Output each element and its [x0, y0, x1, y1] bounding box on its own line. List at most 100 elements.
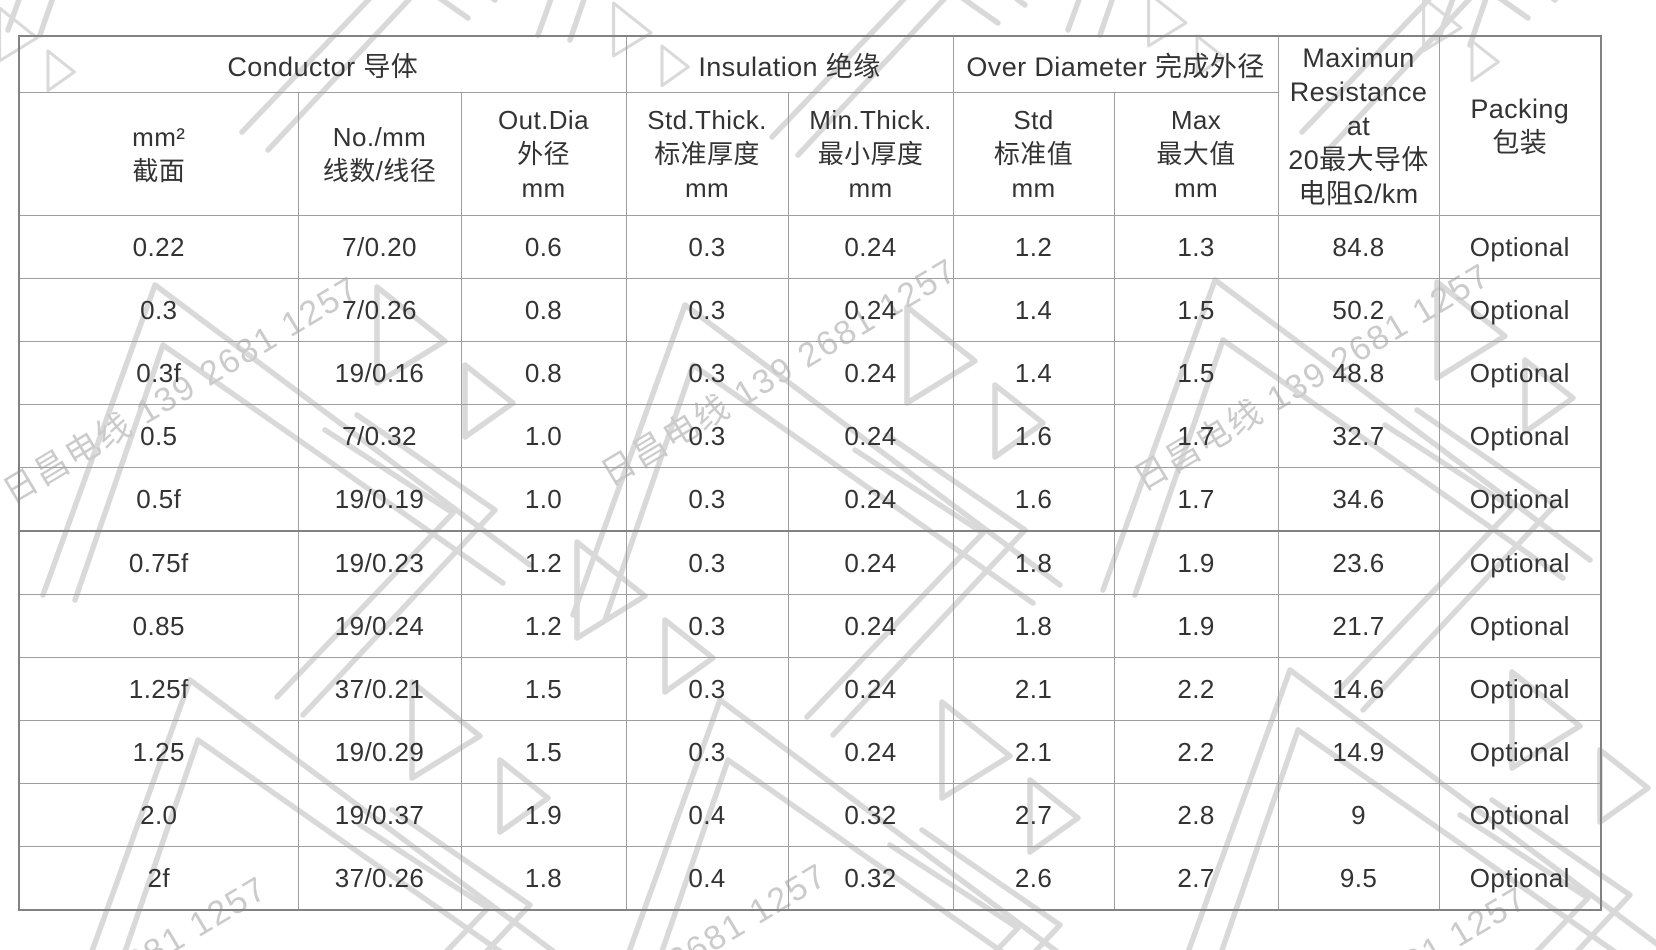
cell-overall-dia-std: 1.2: [952, 215, 1115, 279]
table-row: 2f 37/0.26 1.8 0.4 0.32 2.6 2.7 9.5 Optional: [18, 846, 1602, 911]
cell-overall-dia-std: 2.7: [952, 783, 1115, 847]
cell-insulation-std-thick: 0.3: [625, 278, 789, 342]
cell-overall-dia-std: 2.1: [952, 657, 1115, 721]
table-row: 0.3 7/0.26 0.8 0.3 0.24 1.4 1.5 50.2 Optional: [18, 278, 1602, 342]
cell-conductor-out-dia: 1.9: [460, 783, 627, 847]
cell-overall-dia-max: 1.5: [1113, 341, 1279, 405]
cell-packing: Optional: [1438, 783, 1602, 847]
cell-overall-dia-std: 1.8: [952, 530, 1115, 595]
cell-strands-per-diameter: 19/0.29: [297, 720, 462, 784]
cell-conductor-out-dia: 0.8: [460, 278, 627, 342]
cell-overall-dia-std: 2.6: [952, 846, 1115, 911]
cell-mm2-section: 2f: [18, 846, 299, 911]
cell-max-resistance: 14.6: [1277, 657, 1440, 721]
header-max-resistance: Maximun Resistance at 20最大导体 电阻Ω/km: [1277, 35, 1440, 216]
cell-insulation-min-thick: 0.32: [787, 783, 954, 847]
header-strands-per-diameter: No./mm 线数/线径: [297, 92, 462, 216]
header-packing: Packing 包装: [1438, 35, 1602, 216]
cell-strands-per-diameter: 37/0.21: [297, 657, 462, 721]
cell-max-resistance: 9.5: [1277, 846, 1440, 911]
cell-mm2-section: 0.3: [18, 278, 299, 342]
cell-packing: Optional: [1438, 341, 1602, 405]
cell-conductor-out-dia: 1.2: [460, 594, 627, 658]
cell-insulation-std-thick: 0.3: [625, 530, 789, 595]
table-row: 0.5f 19/0.19 1.0 0.3 0.24 1.6 1.7 34.6 Optional: [18, 467, 1602, 532]
cell-mm2-section: 0.75f: [18, 530, 299, 595]
cell-insulation-min-thick: 0.24: [787, 594, 954, 658]
cell-overall-dia-max: 1.7: [1113, 404, 1279, 468]
table-row: 0.75f 19/0.23 1.2 0.3 0.24 1.8 1.9 23.6 Optional: [18, 530, 1602, 595]
spec-table: Conductor 导体 Insulation 绝缘 Over Diameter…: [18, 35, 1603, 911]
cell-max-resistance: 21.7: [1277, 594, 1440, 658]
cell-strands-per-diameter: 7/0.32: [297, 404, 462, 468]
cell-packing: Optional: [1438, 530, 1602, 595]
cell-overall-dia-max: 1.3: [1113, 215, 1279, 279]
table-row: 0.85 19/0.24 1.2 0.3 0.24 1.8 1.9 21.7 Optional: [18, 594, 1602, 658]
table-header: Conductor 导体 Insulation 绝缘 Over Diameter…: [18, 35, 1602, 216]
cell-insulation-std-thick: 0.4: [625, 846, 789, 911]
cell-mm2-section: 0.5f: [18, 467, 299, 532]
cell-mm2-section: 0.85: [18, 594, 299, 658]
cell-conductor-out-dia: 0.8: [460, 341, 627, 405]
cell-max-resistance: 84.8: [1277, 215, 1440, 279]
cell-insulation-std-thick: 0.3: [625, 404, 789, 468]
cell-overall-dia-std: 1.4: [952, 278, 1115, 342]
cell-insulation-std-thick: 0.3: [625, 657, 789, 721]
cell-conductor-out-dia: 1.5: [460, 720, 627, 784]
cell-packing: Optional: [1438, 594, 1602, 658]
cell-overall-dia-max: 2.2: [1113, 720, 1279, 784]
header-group-row: Conductor 导体 Insulation 绝缘 Over Diameter…: [18, 35, 1602, 216]
cell-insulation-min-thick: 0.24: [787, 657, 954, 721]
cell-max-resistance: 23.6: [1277, 530, 1440, 595]
cell-packing: Optional: [1438, 657, 1602, 721]
cell-insulation-std-thick: 0.3: [625, 467, 789, 532]
cell-insulation-std-thick: 0.3: [625, 720, 789, 784]
table-row: 0.22 7/0.20 0.6 0.3 0.24 1.2 1.3 84.8 Optional: [18, 215, 1602, 279]
cell-insulation-min-thick: 0.24: [787, 404, 954, 468]
cell-strands-per-diameter: 19/0.19: [297, 467, 462, 532]
cell-strands-per-diameter: 37/0.26: [297, 846, 462, 911]
header-over-diameter-group: Over Diameter 完成外径: [952, 35, 1279, 93]
header-insulation-std-thick: Std.Thick. 标准厚度 mm: [625, 92, 789, 216]
cell-packing: Optional: [1438, 467, 1602, 532]
header-insulation-min-thick: Min.Thick. 最小厚度 mm: [787, 92, 954, 216]
cell-mm2-section: 1.25: [18, 720, 299, 784]
table-body: 0.22 7/0.20 0.6 0.3 0.24 1.2 1.3 84.8 Optional 0.…: [18, 215, 1602, 911]
cell-max-resistance: 34.6: [1277, 467, 1440, 532]
cell-packing: Optional: [1438, 278, 1602, 342]
header-conductor-group: Conductor 导体: [18, 35, 627, 93]
header-conductor-out-dia: Out.Dia 外径 mm: [460, 92, 627, 216]
cell-mm2-section: 0.5: [18, 404, 299, 468]
cell-insulation-min-thick: 0.24: [787, 341, 954, 405]
cell-overall-dia-max: 1.9: [1113, 530, 1279, 595]
cell-conductor-out-dia: 1.0: [460, 467, 627, 532]
cell-conductor-out-dia: 0.6: [460, 215, 627, 279]
cell-conductor-out-dia: 1.5: [460, 657, 627, 721]
header-mm2-section: mm² 截面: [18, 92, 299, 216]
cell-insulation-std-thick: 0.4: [625, 783, 789, 847]
cell-insulation-std-thick: 0.3: [625, 215, 789, 279]
cell-packing: Optional: [1438, 404, 1602, 468]
cell-max-resistance: 9: [1277, 783, 1440, 847]
cell-insulation-min-thick: 0.24: [787, 530, 954, 595]
cell-mm2-section: 0.3f: [18, 341, 299, 405]
cell-strands-per-diameter: 19/0.37: [297, 783, 462, 847]
cell-strands-per-diameter: 19/0.16: [297, 341, 462, 405]
cell-conductor-out-dia: 1.8: [460, 846, 627, 911]
cell-packing: Optional: [1438, 720, 1602, 784]
cell-mm2-section: 1.25f: [18, 657, 299, 721]
cell-strands-per-diameter: 19/0.24: [297, 594, 462, 658]
cell-mm2-section: 0.22: [18, 215, 299, 279]
cell-conductor-out-dia: 1.2: [460, 530, 627, 595]
cell-overall-dia-std: 1.6: [952, 404, 1115, 468]
cell-insulation-min-thick: 0.24: [787, 215, 954, 279]
cell-packing: Optional: [1438, 846, 1602, 911]
cell-conductor-out-dia: 1.0: [460, 404, 627, 468]
table-row: 1.25f 37/0.21 1.5 0.3 0.24 2.1 2.2 14.6 Optional: [18, 657, 1602, 721]
cell-insulation-min-thick: 0.24: [787, 467, 954, 532]
cell-strands-per-diameter: 7/0.20: [297, 215, 462, 279]
cell-max-resistance: 50.2: [1277, 278, 1440, 342]
table-row: 0.5 7/0.32 1.0 0.3 0.24 1.6 1.7 32.7 Optional: [18, 404, 1602, 468]
header-sub-row: mm² 截面 No./mm 线数/线径 Out.Dia 外径 mm Std.Th…: [18, 92, 1601, 216]
cell-insulation-std-thick: 0.3: [625, 594, 789, 658]
